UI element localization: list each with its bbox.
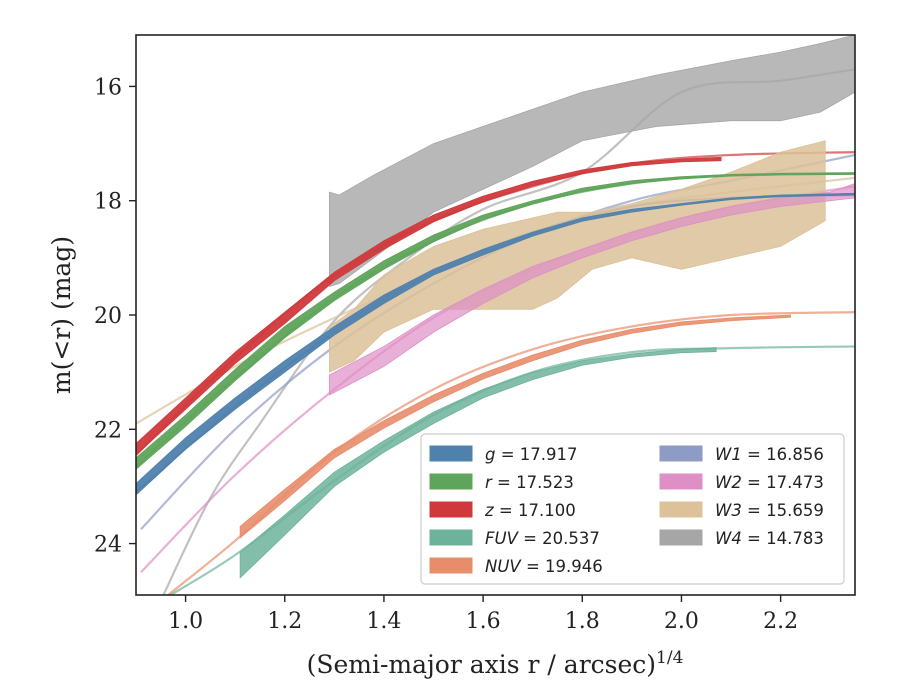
legend-item-w3: W3 = 15.659 [659,501,824,520]
legend-value: = 16.856 [742,445,824,464]
legend-value: = 20.537 [518,529,600,548]
y-axis-ticks: 16 18 20 22 24 [94,75,136,558]
legend-item-z: z = 17.100 [429,501,576,520]
legend-swatch [429,557,473,574]
legend-value: = 17.100 [494,501,576,520]
legend-item-r: r = 17.523 [429,473,574,492]
band-fuv [239,347,717,579]
y-axis-label: m(<r) (mag) [47,236,76,394]
legend-item-g: g = 17.917 [429,445,578,464]
legend-band-name: g [485,445,495,464]
x-tick-label: 1.4 [366,609,401,634]
legend-value: = 19.946 [521,557,603,576]
y-tick-label: 20 [94,304,122,329]
legend-band-name: z [484,501,494,520]
legend-band-name: W1 [715,445,742,464]
y-tick-label: 16 [94,75,122,100]
x-tick-label: 1.6 [466,609,501,634]
legend-label: FUV = 20.537 [485,529,600,548]
x-tick-label: 2.2 [763,609,798,634]
legend-band-name: W2 [715,473,742,492]
x-axis-label: (Semi-major axis r / arcsec)1/4 [307,648,684,679]
legend-value: = 17.917 [495,445,577,464]
legend-value: = 17.523 [492,473,574,492]
legend-item-w2: W2 = 17.473 [659,473,824,492]
band-w4 [328,35,855,287]
plot-area [136,35,855,595]
legend-label: r = 17.523 [485,473,574,492]
legend-value: = 17.473 [742,473,824,492]
legend-swatch [429,501,473,518]
legend-swatch [659,529,703,546]
y-tick-label: 22 [94,418,122,443]
legend-label: W4 = 14.783 [715,529,824,548]
band-nuv [239,314,791,539]
legend-band-name: W4 [715,529,742,548]
band-z [136,156,722,456]
band-g [136,192,855,496]
legend-label: z = 17.100 [484,501,576,520]
legend-item-w4: W4 = 14.783 [659,529,824,548]
legend-band-name: W3 [715,501,742,520]
legend-label: W2 = 17.473 [715,473,824,492]
band-w2 [328,183,855,396]
legend-frame [420,433,845,585]
legend-item-fuv: FUV = 20.537 [429,529,600,548]
x-tick-label: 1.8 [565,609,600,634]
data-bands [136,35,855,579]
legend-swatch [429,445,473,462]
legend-value: = 14.783 [742,529,824,548]
legend-item-w1: W1 = 16.856 [659,445,824,464]
legend-label: g = 17.917 [485,445,578,464]
y-tick-label: 24 [94,533,122,558]
x-tick-label: 1.0 [168,609,203,634]
legend-swatch [659,473,703,490]
legend-band-name: NUV [485,557,522,576]
x-tick-label: 2.0 [664,609,699,634]
legend-swatch [429,529,473,546]
legend-label: W1 = 16.856 [715,445,824,464]
x-axis-ticks: 1.0 1.2 1.4 1.6 1.8 2.0 2.2 [168,595,798,634]
band-r [136,172,855,470]
legend-swatch [659,445,703,462]
x-axis-label-exponent: 1/4 [656,648,683,668]
legend-band-name: FUV [485,529,520,548]
legend-item-nuv: NUV = 19.946 [429,557,603,576]
legend-value: = 15.659 [742,501,824,520]
legend-band-name: r [485,473,493,492]
legend-swatch [429,473,473,490]
legend-label: NUV = 19.946 [485,557,603,576]
legend-label: W3 = 15.659 [715,501,824,520]
y-tick-label: 18 [94,190,122,215]
x-tick-label: 1.2 [267,609,302,634]
legend-swatch [659,501,703,518]
